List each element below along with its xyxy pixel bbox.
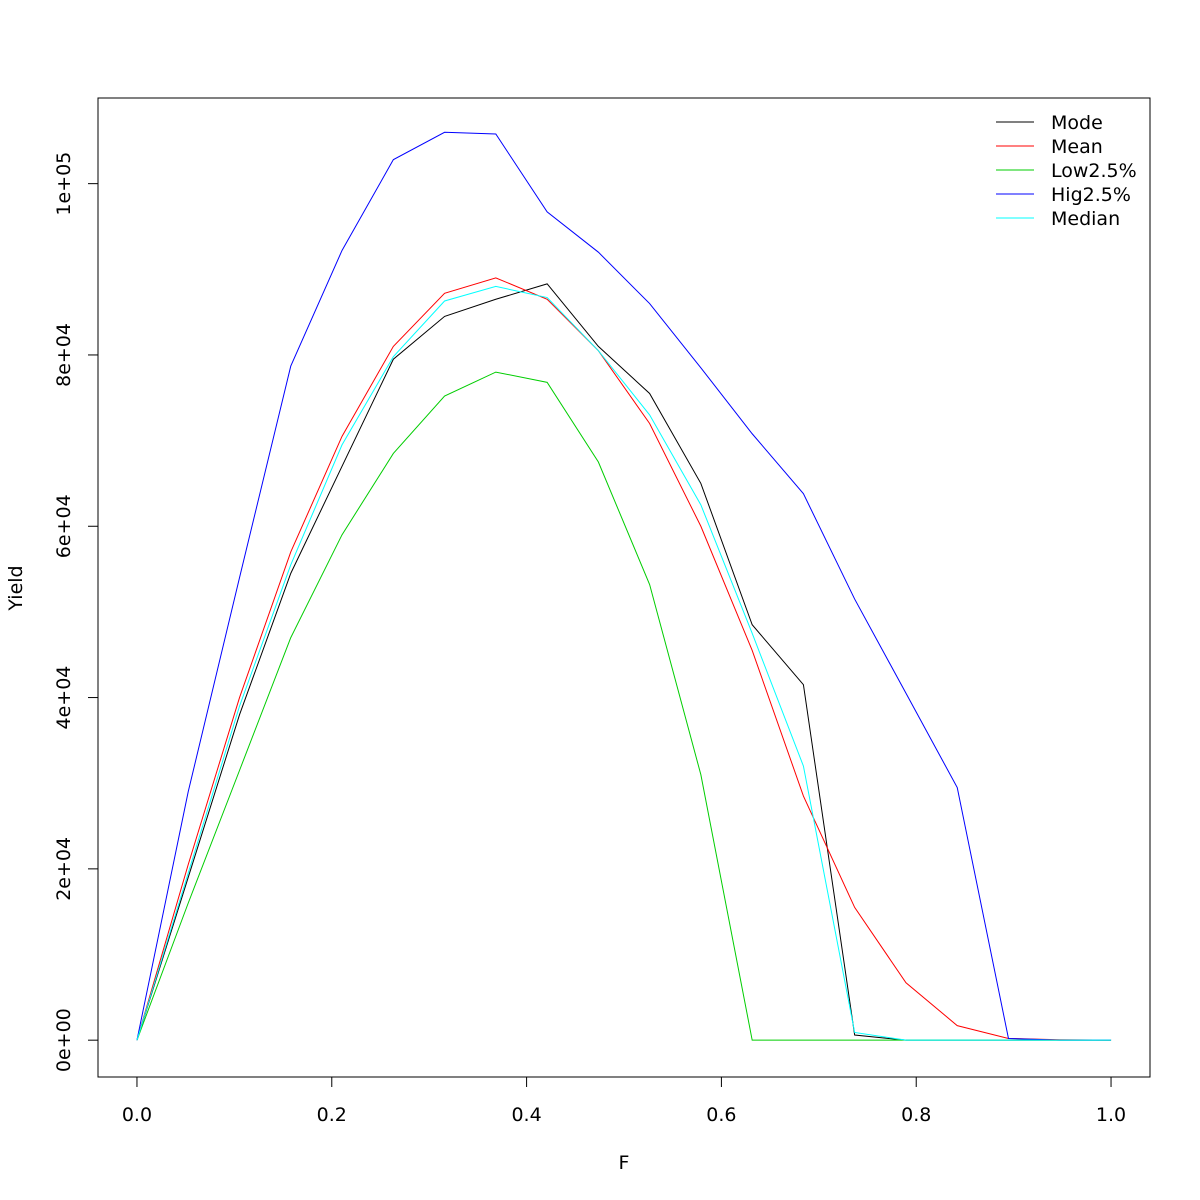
y-tick-label: 4e+04 xyxy=(53,666,75,730)
y-tick-label: 1e+05 xyxy=(53,152,75,216)
legend-label: Median xyxy=(1051,208,1120,230)
legend-label: Mode xyxy=(1051,112,1103,134)
x-tick-label: 0.8 xyxy=(901,1104,931,1126)
x-tick-label: 0.6 xyxy=(706,1104,736,1126)
series-line-mean xyxy=(136,277,1112,1041)
x-axis: 0.0 0.2 0.4 0.6 0.8 1.0 xyxy=(122,1076,1126,1126)
y-tick-label: 8e+04 xyxy=(53,323,75,387)
y-axis: 0e+00 2e+04 4e+04 6e+04 8e+04 1e+05 xyxy=(53,152,99,1072)
y-axis-title: Yield xyxy=(5,565,27,611)
x-axis-title: F xyxy=(619,1152,630,1174)
plot-frame xyxy=(97,97,1151,1078)
y-tick-label: 6e+04 xyxy=(53,494,75,558)
legend-label: Low2.5% xyxy=(1051,160,1137,182)
x-tick-label: 0.2 xyxy=(317,1104,347,1126)
series-line-low2-5- xyxy=(136,371,1112,1041)
y-tick-label: 2e+04 xyxy=(53,837,75,901)
series-line-hig2-5- xyxy=(136,131,1112,1041)
x-tick-label: 1.0 xyxy=(1096,1104,1126,1126)
series-line-median xyxy=(136,285,1112,1041)
x-tick-label: 0.4 xyxy=(511,1104,541,1126)
series-lines xyxy=(136,131,1112,1041)
legend-label: Mean xyxy=(1051,136,1103,158)
x-tick-label: 0.0 xyxy=(122,1104,152,1126)
y-tick-label: 0e+00 xyxy=(53,1008,75,1072)
legend-label: Hig2.5% xyxy=(1051,184,1131,206)
